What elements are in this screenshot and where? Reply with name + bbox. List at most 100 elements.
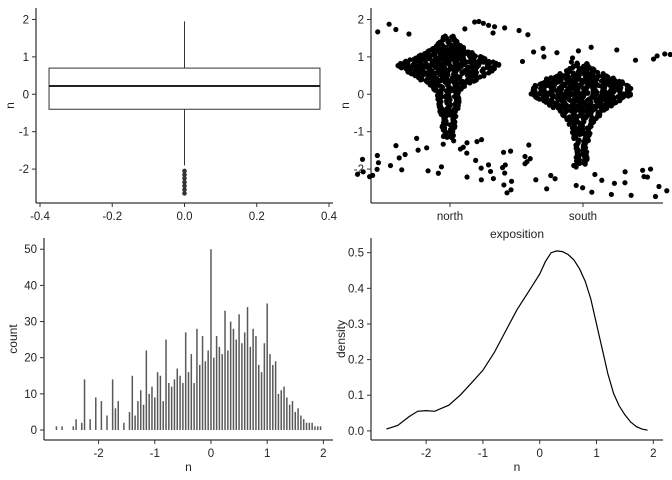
- histogram-bar: [176, 368, 179, 430]
- histogram-bar: [128, 411, 131, 430]
- y-tick-label: 1: [23, 52, 29, 64]
- swarm-point: [571, 135, 577, 141]
- swarm-point: [546, 102, 553, 108]
- swarm-point: [568, 59, 574, 65]
- histogram-bar: [151, 386, 153, 430]
- y-tick-label: 0.4: [348, 283, 365, 295]
- swarm-point: [491, 24, 498, 30]
- outlier-point: [182, 187, 187, 192]
- swarm-point: [654, 53, 660, 59]
- swarm-point: [526, 142, 532, 148]
- density-panel: 0.0 0.1 0.2 0.3 0.4 0.5 -2 -1 0 1 2 density n: [334, 238, 663, 474]
- y-axis-title: count: [6, 324, 20, 354]
- histogram-bar: [302, 419, 305, 430]
- swarm-point: [490, 30, 496, 36]
- histogram-bar: [319, 426, 322, 430]
- swarm-point: [375, 160, 382, 166]
- outlier-point: [182, 168, 187, 174]
- boxplot-panel: 2 1 0 -1 -2 -0.4 -0.2 0.0 0.2 0.4 n: [3, 8, 338, 223]
- swarm-point: [387, 162, 394, 169]
- histogram-bar: [204, 361, 207, 430]
- swarm-point: [473, 157, 479, 163]
- histogram-bar: [221, 354, 223, 430]
- swarm-north: [354, 18, 533, 183]
- swarm-point: [664, 188, 670, 194]
- swarm-point: [360, 169, 366, 175]
- x-tick-label: 0: [537, 448, 543, 460]
- histogram-bar: [210, 249, 212, 430]
- swarm-point: [527, 156, 533, 162]
- x-tick-label: -2: [421, 448, 431, 460]
- swarm-point: [564, 116, 570, 123]
- swarm-point: [418, 77, 424, 83]
- histogram-bar: [193, 383, 195, 430]
- swarm-point: [589, 189, 595, 195]
- y-tick-label: 30: [24, 317, 37, 329]
- swarm-point: [471, 78, 477, 84]
- y-tick-label: 40: [24, 280, 37, 292]
- swarm-point: [414, 135, 420, 141]
- swarm-point: [435, 170, 441, 176]
- swarm-point: [485, 22, 492, 28]
- swarm-point: [464, 72, 471, 79]
- histogram-bar: [61, 426, 63, 430]
- histogram-bar: [291, 401, 294, 430]
- swarm-point: [650, 56, 657, 62]
- histogram-bar: [72, 426, 75, 430]
- swarm-point: [496, 62, 502, 68]
- outlier-point: [182, 172, 187, 177]
- histogram-bar: [190, 354, 193, 430]
- histogram-bar: [305, 422, 308, 430]
- swarm-point: [438, 164, 445, 170]
- swarm-point: [460, 70, 466, 76]
- histogram-bar: [182, 383, 184, 430]
- histogram-bar: [111, 379, 114, 430]
- swarm-point: [375, 29, 381, 35]
- swarm-point: [374, 152, 380, 159]
- swarm-point: [472, 19, 478, 25]
- swarm-point: [541, 54, 547, 60]
- outlier-point: [182, 191, 187, 196]
- swarm-point: [487, 168, 494, 175]
- box-iqr: [48, 67, 321, 110]
- swarm-point: [628, 192, 634, 198]
- y-tick-label: -1: [19, 127, 29, 139]
- outlier-point: [182, 183, 187, 189]
- swarm-point: [611, 180, 618, 186]
- swarm-point: [592, 171, 598, 178]
- swarm-point: [393, 26, 399, 33]
- swarm-point: [614, 47, 620, 53]
- x-tick-label: 0: [208, 448, 214, 460]
- y-tick-label: 0.3: [348, 319, 364, 331]
- swarm-point: [359, 156, 366, 162]
- histogram-bar: [170, 386, 173, 430]
- swarm-point: [478, 137, 485, 143]
- swarm-point: [644, 174, 651, 180]
- x-tick-label: 1: [264, 448, 270, 460]
- histogram-bar: [106, 415, 108, 430]
- histogram-bar: [269, 354, 271, 430]
- swarm-point: [464, 174, 470, 180]
- swarm-point: [500, 149, 507, 155]
- swarm-point: [399, 167, 405, 173]
- swarm-point: [580, 185, 586, 191]
- swarm-point: [386, 21, 392, 27]
- swarm-point: [632, 57, 639, 63]
- histogram-bar: [168, 383, 170, 430]
- swarm-point: [464, 150, 470, 156]
- histogram-bar: [283, 386, 285, 430]
- swarm-point: [588, 44, 594, 50]
- swarm-point: [480, 59, 487, 65]
- swarm-point: [478, 177, 484, 183]
- histogram-bar: [258, 364, 260, 430]
- beeswarm-panel: 2 1 0 -1 -2 north south n exposition: [338, 8, 672, 241]
- y-axis-title: n: [3, 102, 17, 109]
- x-tick-label: -1: [478, 448, 488, 460]
- y-tick-label: 10: [24, 389, 37, 401]
- histogram-bar: [266, 303, 268, 430]
- swarm-point: [573, 182, 579, 189]
- histogram-bar: [184, 332, 187, 430]
- histogram-bar: [213, 357, 215, 430]
- swarm-point: [566, 121, 572, 127]
- y-axis-title: n: [338, 102, 352, 109]
